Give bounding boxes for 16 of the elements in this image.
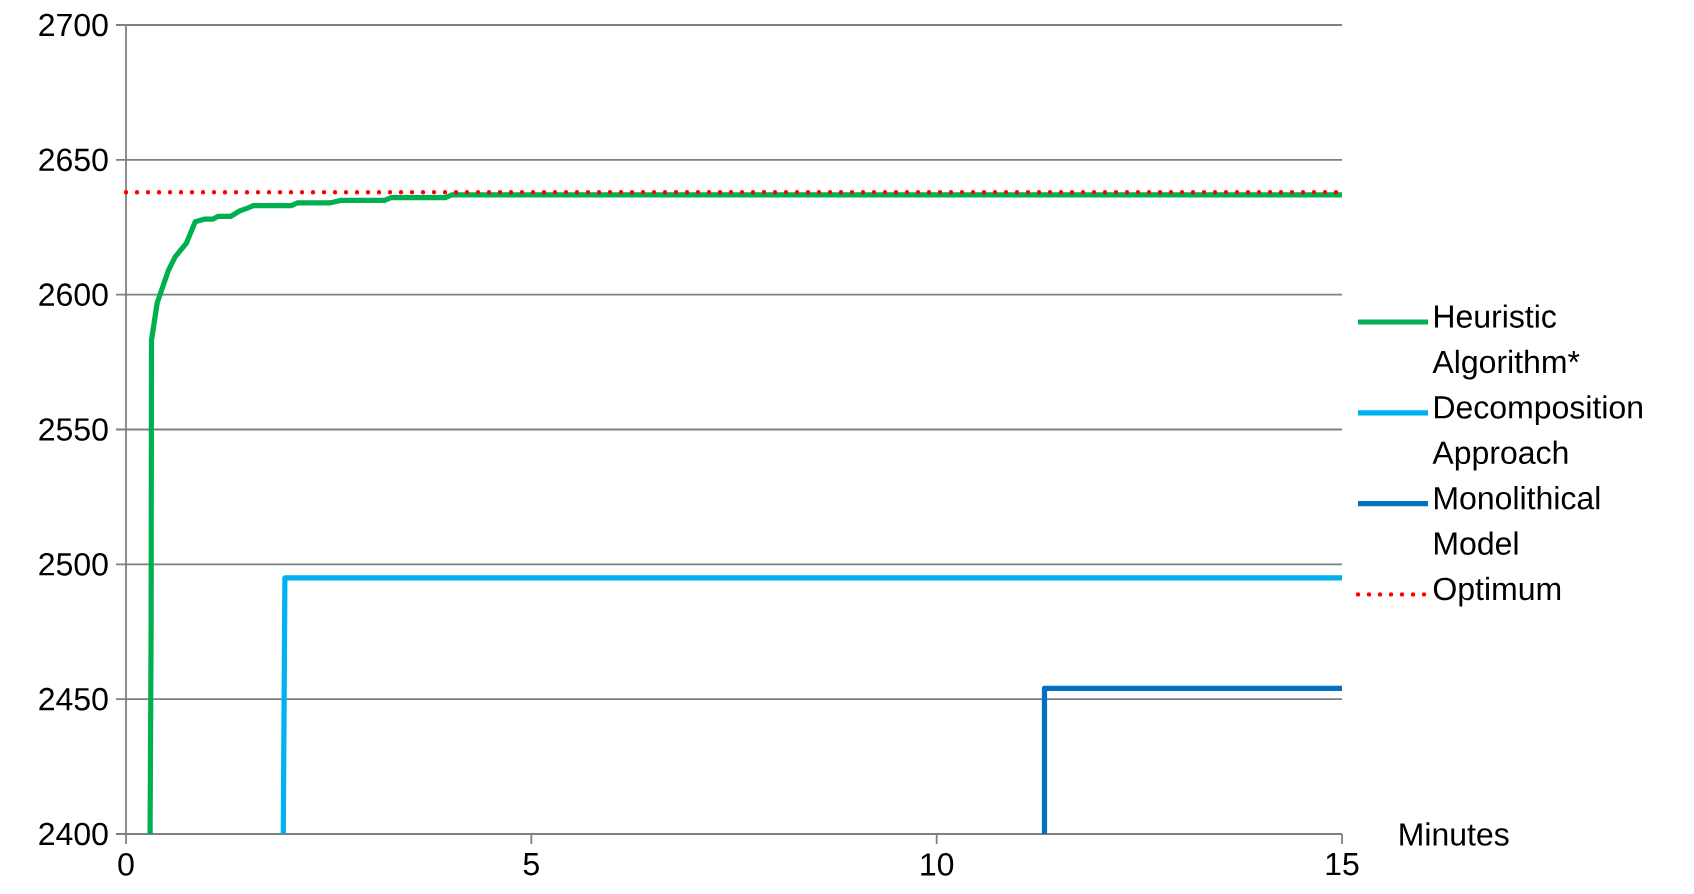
- y-tick-label: 2450: [39, 687, 108, 711]
- x-tick-label: 0: [118, 853, 134, 876]
- legend-label: Heuristic Algorithm*: [1432, 304, 1580, 380]
- x-tick-label: 15: [1326, 853, 1359, 876]
- y-tick-label: 2600: [39, 283, 108, 306]
- legend-label: Decomposition Approach: [1432, 395, 1642, 471]
- y-tick-label: 2400: [39, 822, 108, 846]
- y-tick-label: 2700: [39, 13, 108, 37]
- legend-label: Monolithical Model: [1435, 485, 1600, 555]
- y-tick-label: 2550: [39, 418, 108, 441]
- y-tick-label: 2650: [39, 148, 108, 172]
- x-axis-title: Minutes: [1400, 822, 1509, 846]
- y-tick-label: 2500: [39, 553, 108, 576]
- x-tick-label: 10: [921, 853, 954, 876]
- x-tick-label: 5: [523, 853, 539, 876]
- legend-label: Optimum: [1433, 576, 1561, 607]
